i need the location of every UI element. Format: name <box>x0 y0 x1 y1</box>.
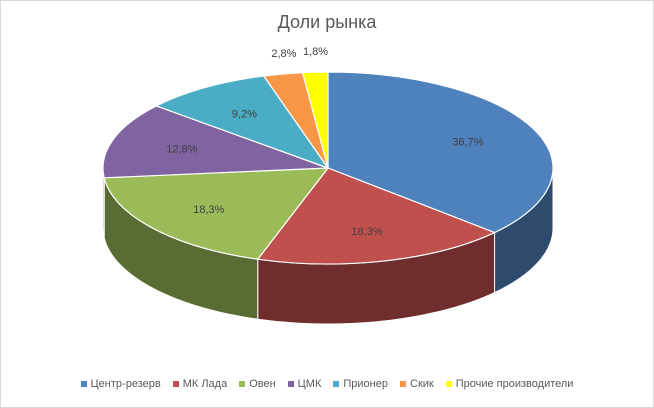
data-label-5: 2,8% <box>271 48 296 60</box>
pie-slice-0 <box>327 71 554 234</box>
legend-label-2: Овен <box>249 378 276 390</box>
data-label-2: 18,3% <box>193 204 224 216</box>
legend-item-4: Прионер <box>333 378 388 390</box>
legend-swatch-6 <box>445 381 452 387</box>
pie-slice-1 <box>256 167 497 265</box>
legend-label-3: ЦМК <box>297 378 322 390</box>
legend-item-1: МК Лада <box>172 378 228 390</box>
legend-swatch-3 <box>287 381 294 387</box>
pie-slice-2 <box>103 167 330 260</box>
pie-slice-6 <box>301 71 329 169</box>
data-label-3: 12,8% <box>166 144 197 156</box>
pie-slice-3 <box>102 105 329 179</box>
legend-label-4: Прионер <box>343 378 388 390</box>
data-label-1: 18,3% <box>351 226 382 238</box>
chart-legend: Центр-резерв МК Лада Овен ЦМК Прионер Скик Про… <box>0 378 654 390</box>
legend-label-0: Центр-резерв <box>90 378 161 390</box>
legend-item-5: Скик <box>400 378 434 390</box>
legend-item-3: ЦМК <box>287 378 322 390</box>
legend-item-0: Центр-резерв <box>80 378 161 390</box>
legend-label-1: МК Лада <box>182 378 228 390</box>
legend-item-2: Овен <box>239 378 276 390</box>
legend-swatch-4 <box>333 381 340 387</box>
data-label-6: 1,8% <box>303 46 328 58</box>
legend-swatch-5 <box>400 381 406 387</box>
legend-item-6: Прочие производители <box>445 378 574 390</box>
legend-label-6: Прочие производители <box>455 378 574 390</box>
legend-swatch-1 <box>172 381 179 387</box>
data-label-0: 36,7% <box>452 137 483 149</box>
legend-swatch-2 <box>239 381 246 387</box>
pie-slice-4 <box>154 75 330 170</box>
data-label-4: 9,2% <box>232 108 257 120</box>
legend-label-5: Скик <box>410 378 434 390</box>
chart-title: Доли рынка <box>277 12 377 32</box>
legend-swatch-0 <box>80 381 87 387</box>
